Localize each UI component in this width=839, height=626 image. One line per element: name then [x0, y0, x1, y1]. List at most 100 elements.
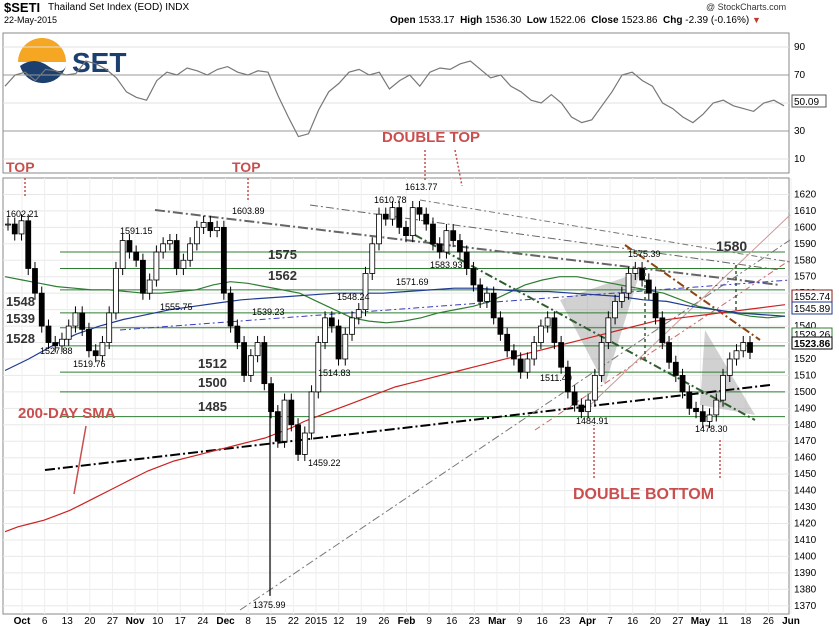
candle [38, 286, 45, 333]
candle-body [187, 243, 194, 261]
candle-body [645, 279, 652, 294]
candle [146, 273, 153, 300]
x-tick-label: 23 [559, 616, 571, 626]
close-label: Close [591, 15, 619, 26]
price-tick-label: 1480 [794, 420, 817, 431]
candle-body [92, 350, 99, 357]
candle [45, 319, 52, 350]
candle-body [463, 251, 470, 269]
candle [166, 233, 173, 251]
candle [551, 311, 558, 350]
annotation-top-2: TOP [232, 159, 261, 175]
candle [679, 368, 686, 399]
x-tick-label: 26 [378, 616, 390, 626]
candle-body [477, 284, 484, 302]
symbol-name: Thailand Set Index (EOD) INDX [48, 2, 189, 13]
axis-badge-text: 1529.26 [794, 330, 831, 341]
x-tick-label: 6 [42, 616, 48, 626]
candle-body [443, 230, 450, 253]
price-tick-label: 1370 [794, 601, 817, 612]
candle [99, 335, 106, 363]
candle-body [618, 292, 625, 302]
candle-body [214, 226, 221, 232]
price-label: 1555.75 [160, 302, 193, 312]
candle-body [699, 411, 706, 422]
candle-body [349, 317, 355, 335]
candle-body [146, 279, 153, 294]
candle-body [119, 240, 126, 269]
candle-body [247, 355, 254, 376]
candle-body [436, 243, 443, 253]
candle-body [450, 230, 457, 241]
candle-body [605, 317, 612, 343]
x-tick-label: 8 [245, 616, 251, 626]
rsi-value-badge: 50.09 [791, 94, 827, 108]
price-grid [3, 178, 792, 614]
candle-body [166, 240, 173, 245]
candle-body [544, 317, 551, 327]
annotation-double-bottom: DOUBLE BOTTOM [573, 486, 714, 503]
rsi-panel: 9070503010 50.09 [2, 32, 827, 174]
price-label: 1527.88 [40, 346, 73, 356]
candle [450, 224, 457, 248]
candle-body [497, 317, 504, 335]
candle-body [99, 342, 106, 357]
candle-body [598, 342, 605, 376]
x-tick-label: 10 [152, 616, 164, 626]
down-triangle-icon: ▼ [751, 15, 761, 25]
candle [322, 311, 328, 350]
candle-body [254, 342, 261, 357]
candle [726, 352, 733, 383]
candle-body [11, 223, 18, 235]
x-tick-label: Dec [216, 616, 235, 626]
candle-body [706, 414, 713, 422]
candle [511, 344, 517, 366]
candle [32, 261, 38, 300]
candle [308, 385, 315, 440]
candle-body [369, 243, 376, 274]
candle-body [679, 375, 686, 393]
price-panel: 1620161016001590158015701560155015401530… [2, 129, 833, 626]
candle [585, 393, 592, 419]
candle-body [409, 207, 416, 236]
price-candles [5, 201, 753, 596]
ohlc-readout: Open 1533.17 High 1536.30 Low 1522.06 Cl… [390, 15, 761, 26]
candle [564, 360, 571, 399]
x-tick-label: 15 [265, 616, 277, 626]
x-tick-label: Feb [398, 616, 416, 626]
candle-body [713, 399, 720, 416]
x-tick-label: 26 [763, 616, 775, 626]
candle-body [517, 358, 524, 373]
level-label: 1575 [268, 247, 297, 262]
candle-body [173, 240, 180, 269]
candle-body [639, 268, 645, 281]
price-tick-label: 1540 [794, 321, 817, 332]
candle [349, 311, 355, 341]
candle-body [281, 399, 288, 442]
candle [544, 311, 551, 333]
price-label: 1539.23 [252, 307, 285, 317]
rsi-tick-label: 90 [794, 42, 806, 53]
trendline-long-support [44, 384, 771, 471]
candle [713, 393, 720, 422]
candle [409, 201, 416, 243]
candle [484, 286, 490, 308]
x-tick-label: 2015 [305, 616, 328, 626]
x-tick-label: 23 [469, 616, 481, 626]
candle [693, 401, 699, 419]
candle [632, 261, 639, 281]
candle-body [585, 399, 592, 413]
candle [659, 311, 666, 350]
candle [86, 322, 92, 358]
candle-body [153, 251, 160, 281]
candle-body [38, 292, 45, 327]
x-tick-label: 22 [288, 616, 300, 626]
sma-50-line [4, 276, 786, 324]
price-tick-label: 1390 [794, 568, 817, 579]
candle [430, 217, 436, 251]
candle-body [335, 325, 342, 360]
candle-body [45, 325, 52, 343]
price-tick-label: 1460 [794, 453, 817, 464]
